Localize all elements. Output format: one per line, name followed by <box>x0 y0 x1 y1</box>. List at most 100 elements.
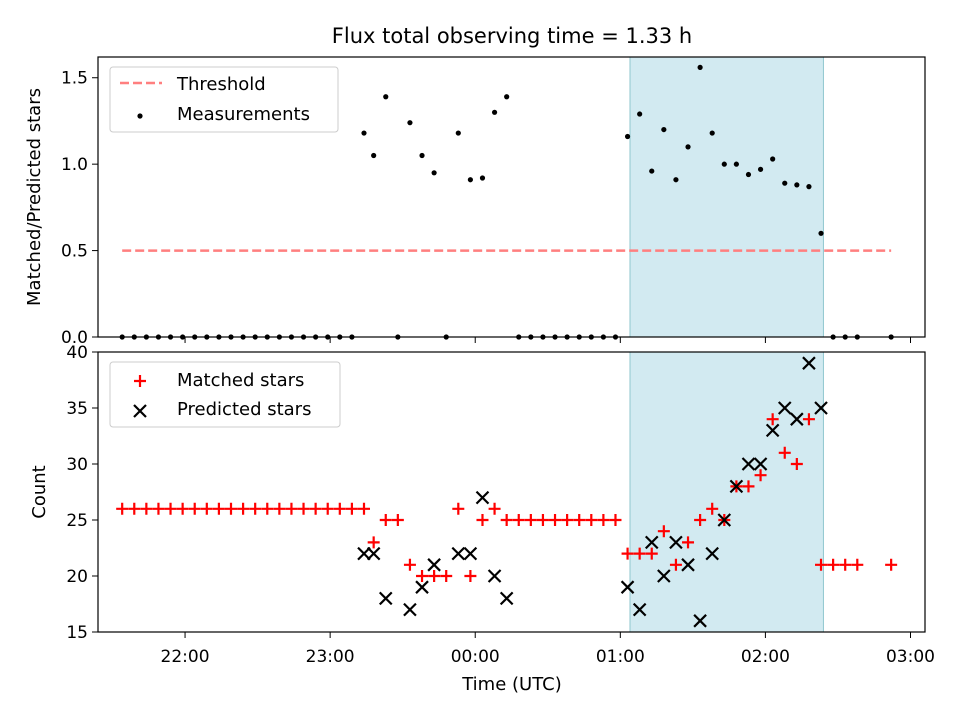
matched-star-point <box>851 558 864 571</box>
bottom-x-ticks: 22:00 23:00 00:00 01:00 02:00 03:00 <box>161 632 935 667</box>
predicted-star-point <box>741 457 756 471</box>
matched-star-point <box>536 514 549 526</box>
x-tick-label: 01:00 <box>596 647 645 667</box>
predicted-star-point <box>415 580 429 594</box>
measurement-point <box>661 126 667 133</box>
predicted-star-point <box>753 457 768 471</box>
measurement-point <box>818 230 824 236</box>
matched-star-point <box>669 558 682 571</box>
measurement-point <box>431 170 437 176</box>
threshold-legend-label: Threshold <box>176 74 266 95</box>
predicted-star-point <box>357 546 371 561</box>
matched-star-point <box>428 570 441 582</box>
bottom-y-axis-label: Count <box>29 465 50 518</box>
top-y-ticks: 0.0 0.5 1.0 1.5 <box>61 69 98 348</box>
matched-star-point <box>345 502 358 515</box>
matched-star-point <box>766 413 779 426</box>
predicted-star-point <box>802 356 816 370</box>
matched-star-point <box>657 525 670 538</box>
measurement-point <box>504 94 510 100</box>
matched-star-point <box>285 502 298 515</box>
predicted-star-point <box>657 569 671 583</box>
predicted-star-point <box>620 580 635 594</box>
bottom-y-tick-label: 20 <box>66 567 88 587</box>
measurement-point <box>770 156 776 162</box>
predicted-star-point <box>717 513 732 527</box>
matched-star-point <box>706 502 719 515</box>
top-y-tick-label: 0.5 <box>61 242 88 262</box>
measurement-point <box>455 130 461 136</box>
measurements-legend-label: Measurements <box>177 104 310 125</box>
matched-star-point <box>140 502 153 515</box>
matched-star-point <box>188 502 201 515</box>
top-legend: Threshold Measurements <box>109 66 339 133</box>
top-y-tick-label: 1.5 <box>61 69 88 89</box>
predicted-star-point <box>463 546 478 561</box>
matched-star-point <box>261 502 274 515</box>
predicted-star-point <box>366 546 381 561</box>
matched-legend-marker <box>134 375 146 387</box>
bottom-y-tick-label: 35 <box>66 399 88 419</box>
matched-star-point <box>297 502 310 515</box>
top-x-ticks <box>184 337 911 343</box>
measurement-point <box>673 177 679 183</box>
bottom-panel: 15 20 25 30 35 40 22:00 23:00 00:00 01:00 02:00 03… <box>29 343 935 695</box>
measurement-point <box>721 161 727 167</box>
measurement-point <box>806 184 812 190</box>
measurement-point <box>419 152 425 159</box>
matched-star-point <box>464 570 477 582</box>
bottom-legend: Matched stars Predicted stars <box>109 361 341 428</box>
predicted-star-point <box>644 535 659 550</box>
predicted-legend-label: Predicted stars <box>177 399 311 420</box>
measurements-legend-marker <box>137 113 143 119</box>
matched-star-point <box>357 502 370 515</box>
measurement-point <box>371 152 377 159</box>
matched-star-point <box>561 514 574 526</box>
predicted-star-point <box>669 535 683 550</box>
x-axis-label: Time (UTC) <box>461 674 562 695</box>
matched-star-point <box>524 514 537 526</box>
matched-star-point <box>754 469 767 482</box>
measurement-point <box>407 120 413 126</box>
x-tick-label: 00:00 <box>451 647 500 667</box>
bottom-legend-box <box>109 361 341 428</box>
chart-title: Flux total observing time = 1.33 h <box>332 24 692 48</box>
matched-star-point <box>694 514 707 526</box>
matched-star-point <box>403 558 416 571</box>
matched-star-point <box>176 502 189 515</box>
predicted-star-point <box>451 546 466 561</box>
top-legend-box <box>109 66 339 133</box>
matched-star-point <box>597 514 610 526</box>
top-shaded-interval <box>629 56 824 338</box>
matched-star-point <box>452 502 465 515</box>
predicted-star-point <box>693 614 707 628</box>
predicted-star-point <box>403 602 417 617</box>
matched-star-point <box>790 458 803 470</box>
top-axes-frame <box>97 56 926 338</box>
measurement-point <box>685 144 691 150</box>
matched-legend-label: Matched stars <box>177 370 304 391</box>
matched-star-point <box>742 480 755 493</box>
matched-star-point <box>573 514 586 526</box>
bottom-shaded-interval <box>629 351 824 633</box>
top-y-tick-label: 1.0 <box>61 155 88 175</box>
top-y-axis-label: Matched/Predicted stars <box>24 88 45 306</box>
measurement-point <box>624 133 631 140</box>
x-tick-label: 02:00 <box>741 647 790 667</box>
measurement-point <box>794 182 800 188</box>
matched-star-point <box>224 502 237 515</box>
matched-star-point <box>609 514 622 526</box>
matched-star-point <box>512 514 525 526</box>
matched-star-point <box>237 502 250 515</box>
x-tick-label: 03:00 <box>886 647 935 667</box>
measurement-point <box>649 168 655 174</box>
matched-star-point <box>249 502 262 515</box>
matched-star-point <box>116 502 129 515</box>
measurement-point <box>745 171 752 178</box>
matched-star-point <box>488 502 501 515</box>
predicted-star-point <box>487 569 502 583</box>
matched-star-point <box>815 558 828 571</box>
matched-star-point <box>391 514 404 526</box>
predicted-star-point <box>681 558 695 572</box>
